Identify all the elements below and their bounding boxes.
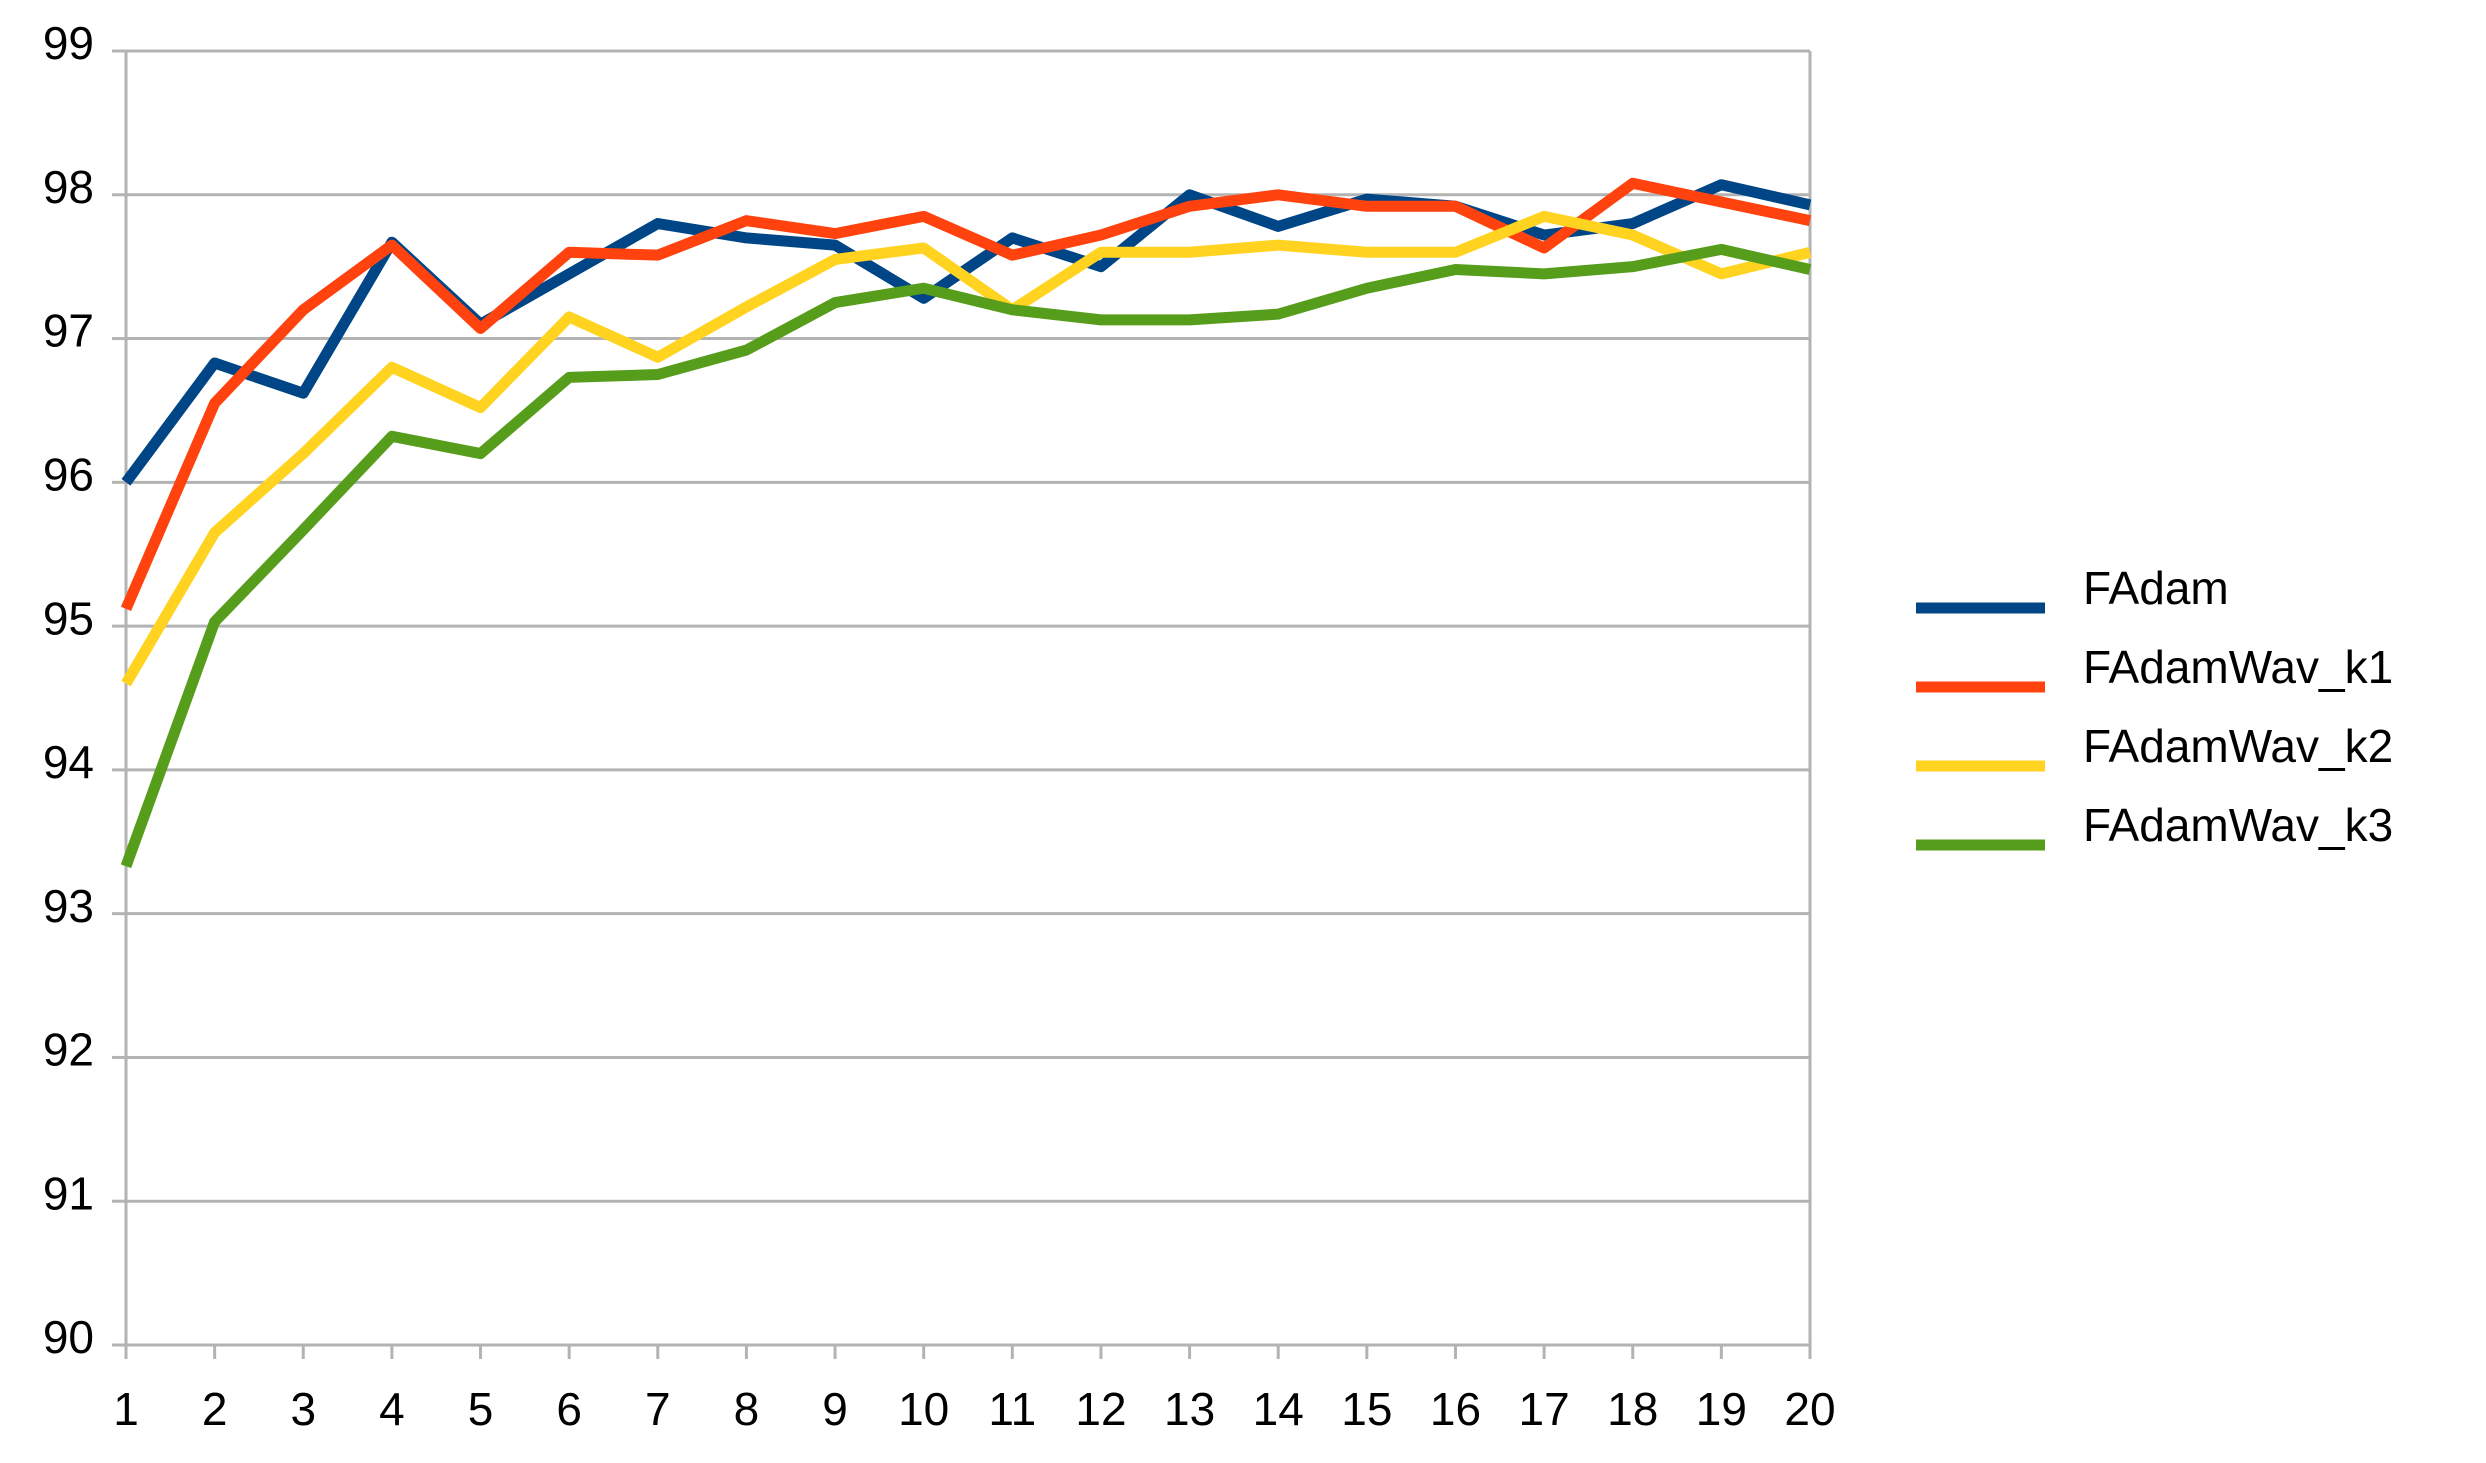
series-line xyxy=(121,210,1812,687)
y-tick-label: 97 xyxy=(43,305,94,357)
x-tick-label: 15 xyxy=(1341,1383,1392,1435)
legend-label: FAdamWav_k3 xyxy=(2083,799,2393,851)
x-tick-label: 8 xyxy=(734,1383,760,1435)
x-tick-label: 2 xyxy=(202,1383,228,1435)
x-tick-label: 4 xyxy=(379,1383,405,1435)
x-tick-label: 14 xyxy=(1253,1383,1304,1435)
y-tick-label: 96 xyxy=(43,448,94,500)
legend-label: FAdam xyxy=(2083,562,2229,614)
y-tick-label: 93 xyxy=(43,880,94,932)
x-tick-label: 18 xyxy=(1607,1383,1658,1435)
series-line xyxy=(120,243,1812,869)
legend-label: FAdamWav_k2 xyxy=(2083,720,2393,772)
y-tick-label: 95 xyxy=(43,592,94,644)
x-tick-label: 6 xyxy=(556,1383,582,1435)
y-tick-label: 99 xyxy=(43,17,94,69)
x-tick-label: 1 xyxy=(113,1383,139,1435)
x-tick-label: 7 xyxy=(645,1383,671,1435)
x-tick-label: 13 xyxy=(1164,1383,1215,1435)
series-line xyxy=(120,177,1812,612)
x-tick-label: 12 xyxy=(1075,1383,1126,1435)
x-tick-label: 3 xyxy=(290,1383,316,1435)
x-tick-label: 9 xyxy=(822,1383,848,1435)
y-tick-label: 94 xyxy=(43,736,94,788)
x-tick-label: 11 xyxy=(988,1383,1036,1435)
x-tick-label: 10 xyxy=(898,1383,949,1435)
legend-label: FAdamWav_k1 xyxy=(2083,641,2393,693)
y-tick-label: 90 xyxy=(43,1311,94,1363)
x-tick-label: 19 xyxy=(1696,1383,1747,1435)
x-tick-label: 17 xyxy=(1519,1383,1570,1435)
y-tick-label: 98 xyxy=(43,161,94,213)
x-tick-label: 16 xyxy=(1430,1383,1481,1435)
x-tick-label: 20 xyxy=(1784,1383,1835,1435)
y-tick-label: 92 xyxy=(43,1024,94,1076)
series-line xyxy=(121,179,1812,486)
y-tick-label: 91 xyxy=(43,1167,94,1219)
x-tick-label: 5 xyxy=(468,1383,494,1435)
